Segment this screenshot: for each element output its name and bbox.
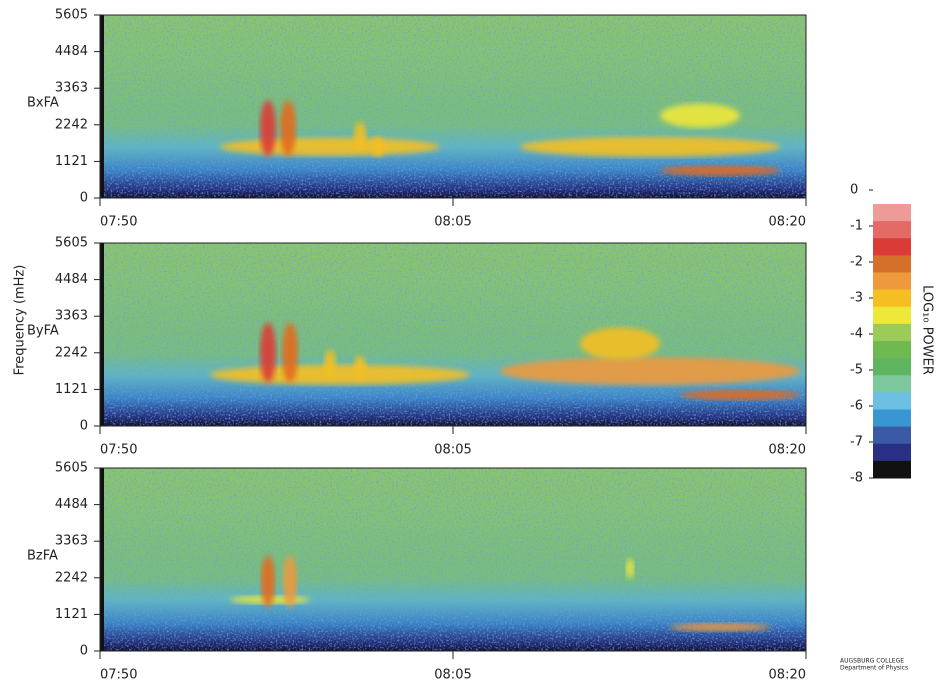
data-gap bbox=[100, 15, 104, 198]
colorbar-bin bbox=[873, 443, 911, 462]
colorbar-bin bbox=[873, 272, 911, 291]
x-tick-label: 08:20 bbox=[769, 215, 806, 230]
power-feature bbox=[372, 136, 384, 157]
y-tick-label: 0 bbox=[80, 644, 88, 659]
power-feature bbox=[210, 364, 470, 385]
y-tick-label: 2242 bbox=[55, 117, 88, 132]
power-feature bbox=[660, 103, 740, 128]
x-tick-label: 07:50 bbox=[100, 215, 137, 230]
spectrogram-noise bbox=[100, 468, 806, 651]
power-feature bbox=[580, 327, 660, 360]
colorbar-bin bbox=[873, 204, 911, 222]
power-feature bbox=[261, 555, 275, 608]
x-tick-label: 08:05 bbox=[434, 215, 471, 230]
y-tick-label: 5605 bbox=[55, 8, 88, 23]
colorbar-bin bbox=[873, 392, 911, 410]
colorbar-bin bbox=[873, 409, 911, 428]
colorbar-bin bbox=[873, 323, 911, 342]
y-tick-label: 0 bbox=[80, 419, 88, 434]
panel-label: ByFA bbox=[27, 324, 59, 339]
panel-label: BzFA bbox=[27, 549, 58, 564]
y-tick-label: 1121 bbox=[55, 607, 88, 622]
colorbar-tick-label: 0 bbox=[850, 183, 858, 198]
power-feature bbox=[520, 136, 780, 157]
colorbar-tick-label: -6 bbox=[850, 399, 863, 414]
colorbar-tick-label: -8 bbox=[850, 471, 863, 486]
colorbar-bin bbox=[873, 426, 911, 445]
x-tick-label: 08:20 bbox=[769, 443, 806, 458]
colorbar-bin bbox=[873, 221, 911, 239]
power-feature bbox=[354, 121, 366, 150]
colorbar-tick-label: -2 bbox=[850, 255, 863, 270]
colorbar-bin bbox=[873, 255, 911, 273]
y-tick-label: 1121 bbox=[55, 382, 88, 397]
colorbar-bin bbox=[873, 306, 911, 325]
colorbar-tick-label: -5 bbox=[850, 363, 863, 378]
colorbar-title: LOG₁₀ POWER bbox=[920, 285, 935, 375]
power-feature bbox=[660, 165, 780, 176]
power-feature bbox=[282, 322, 298, 383]
power-feature bbox=[680, 389, 800, 400]
power-feature bbox=[260, 100, 276, 157]
x-tick-label: 07:50 bbox=[100, 443, 137, 458]
power-feature bbox=[500, 357, 800, 386]
colorbar-bin bbox=[873, 289, 911, 308]
y-tick-label: 3363 bbox=[55, 81, 88, 96]
colorbar-tick-label: -4 bbox=[850, 327, 863, 342]
colorbar-tick-label: -3 bbox=[850, 291, 863, 306]
power-feature bbox=[220, 137, 440, 156]
x-tick-label: 08:05 bbox=[434, 668, 471, 683]
y-tick-label: 3363 bbox=[55, 534, 88, 549]
colorbar-tick-label: -7 bbox=[850, 435, 863, 450]
y-tick-label: 5605 bbox=[55, 461, 88, 476]
y-tick-label: 4484 bbox=[55, 497, 88, 512]
y-tick-label: 5605 bbox=[55, 236, 88, 251]
y-axis-title: Frequency (mHz) bbox=[13, 265, 28, 376]
x-tick-label: 08:20 bbox=[769, 668, 806, 683]
y-tick-label: 2242 bbox=[55, 570, 88, 585]
footer-line: Department of Physics bbox=[840, 665, 908, 672]
data-gap bbox=[100, 468, 104, 651]
footer-line: AUGSBURG COLLEGE bbox=[840, 658, 904, 665]
power-feature bbox=[280, 100, 296, 157]
y-tick-label: 4484 bbox=[55, 44, 88, 59]
power-feature bbox=[670, 623, 770, 632]
panel-label: BxFA bbox=[27, 96, 59, 111]
colorbar-bin bbox=[873, 460, 911, 479]
x-tick-label: 07:50 bbox=[100, 668, 137, 683]
x-tick-label: 08:05 bbox=[434, 443, 471, 458]
power-feature bbox=[626, 558, 634, 579]
y-tick-label: 2242 bbox=[55, 345, 88, 360]
colorbar-bin bbox=[873, 341, 911, 359]
colorbar-bin bbox=[873, 238, 911, 256]
colorbar-tick-label: -1 bbox=[850, 219, 863, 234]
y-tick-label: 4484 bbox=[55, 272, 88, 287]
colorbar-bin bbox=[873, 358, 911, 376]
colorbar-bin bbox=[873, 375, 911, 393]
power-feature bbox=[354, 355, 366, 380]
data-gap bbox=[100, 243, 104, 426]
y-tick-label: 0 bbox=[80, 191, 88, 206]
power-feature bbox=[260, 322, 276, 383]
y-tick-label: 3363 bbox=[55, 309, 88, 324]
y-tick-label: 1121 bbox=[55, 154, 88, 169]
power-feature bbox=[283, 555, 297, 608]
power-feature bbox=[324, 349, 336, 378]
